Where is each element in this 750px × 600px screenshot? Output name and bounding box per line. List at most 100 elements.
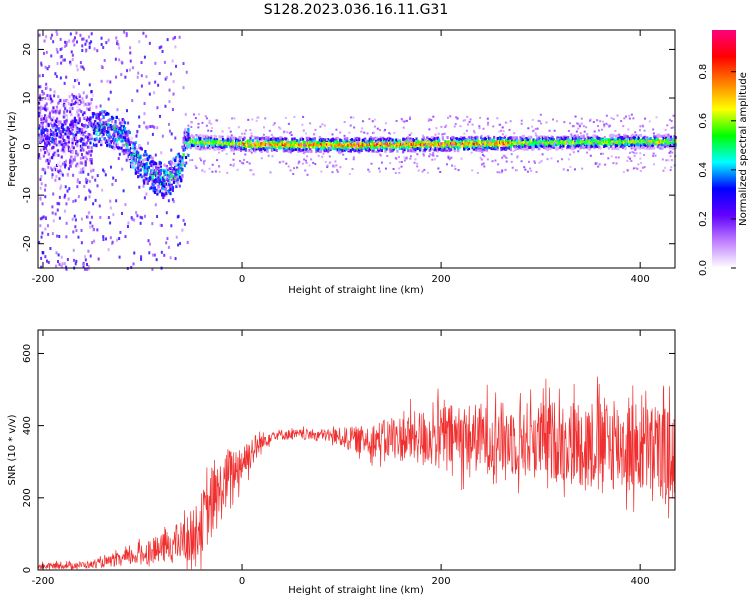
spectrogram-cell <box>473 130 476 133</box>
spectrogram-cell <box>90 32 93 36</box>
spectrogram-cell <box>403 146 406 150</box>
spectrogram-cell <box>52 145 55 149</box>
spectrogram-cell <box>667 141 670 145</box>
spectrogram-cell <box>261 142 264 146</box>
spectrogram-cell <box>410 138 413 141</box>
spectrogram-cell <box>263 148 266 152</box>
spectrogram-cell <box>71 127 74 131</box>
spectrogram-cell <box>364 137 367 141</box>
spectrogram-cell <box>353 145 356 149</box>
spectrogram-cell <box>462 142 465 146</box>
spectrogram-cell <box>551 138 554 142</box>
spectrogram-cell <box>669 150 672 153</box>
spectrogram-cell <box>414 142 417 146</box>
spectrogram-cell <box>433 140 436 144</box>
spectrogram-cell <box>328 142 331 146</box>
spectrogram-cell <box>73 131 77 135</box>
spectrogram-cell <box>49 111 52 115</box>
spectrogram-cell <box>180 179 183 183</box>
spectrogram-cell <box>112 142 115 146</box>
spectrogram-cell <box>47 97 50 101</box>
spectrogram-cell <box>88 188 91 192</box>
spectrogram-cell <box>75 113 78 117</box>
spectrogram-cell <box>40 175 43 179</box>
spectrogram-cell <box>665 133 668 137</box>
spectrogram-cell <box>667 138 670 142</box>
spectrogram-cell <box>558 145 561 149</box>
spectrogram-cell <box>63 139 66 143</box>
spectrogram-cell <box>42 128 45 132</box>
spectrogram-cell <box>80 153 83 157</box>
spectrogram-cell <box>92 112 96 116</box>
spectrogram-cell <box>250 132 253 135</box>
spectrogram-cell <box>585 145 588 149</box>
spectrogram-cell <box>508 136 511 140</box>
spectrogram-cell <box>379 138 382 142</box>
spectrogram-cell <box>41 167 44 171</box>
spectrogram-cell <box>66 131 69 135</box>
spectrogram-cell <box>74 225 77 229</box>
spectrogram-cell <box>172 157 176 161</box>
spectrogram-cell <box>268 142 271 146</box>
spectrogram-cell <box>198 147 201 151</box>
spectrogram-cell <box>166 171 170 175</box>
spectrogram-cell <box>56 208 59 212</box>
spectrogram-cell <box>376 145 379 149</box>
spectrogram-cell <box>627 128 630 131</box>
spectrogram-cell <box>101 130 104 134</box>
spectrogram-cell <box>496 146 499 150</box>
spectrogram-cell <box>53 94 56 98</box>
spectrogram-cell <box>371 140 374 144</box>
spectrogram-cell <box>48 142 51 146</box>
spectrogram-cell <box>301 148 305 152</box>
spectrogram-cell <box>343 148 346 152</box>
spectrogram-cell <box>381 140 385 144</box>
spectrogram-cell <box>650 146 653 150</box>
spectrogram-cell <box>604 140 607 144</box>
spectrogram-cell <box>516 138 520 142</box>
spectrogram-cell <box>356 136 360 140</box>
spectrogram-cell <box>77 113 80 117</box>
spectrogram-cell <box>366 140 369 144</box>
spectrogram-cell <box>344 147 348 151</box>
spectrogram-cell <box>501 147 504 151</box>
spectrogram-cell <box>674 135 677 139</box>
spectrogram-cell <box>109 165 112 169</box>
spectrogram-cell <box>55 47 58 51</box>
spectrogram-cell <box>185 161 188 165</box>
spectrogram-cell <box>593 143 596 147</box>
spectrogram-cell <box>101 112 104 116</box>
spectrogram-cell <box>39 85 42 89</box>
spectrogram-cell <box>72 124 75 128</box>
spectrogram-cell <box>661 135 664 139</box>
spectrogram-cell <box>279 142 282 146</box>
spectrogram-cell <box>41 74 44 78</box>
spectrogram-cell <box>623 144 626 148</box>
spectrogram-cell <box>63 262 66 266</box>
spectrogram-cell <box>94 123 97 127</box>
spectrogram-cell <box>71 145 74 149</box>
spectrogram-cell <box>534 139 538 143</box>
spectrogram-cell <box>219 135 222 139</box>
spectrogram-cell <box>625 142 628 146</box>
spectrogram-cell <box>124 235 127 239</box>
spectrogram-cell <box>118 255 121 259</box>
spectrogram-cell <box>638 138 641 142</box>
spectrogram-cell <box>45 102 48 106</box>
spectrogram-cell <box>625 135 628 139</box>
spectrogram-cell <box>631 135 634 139</box>
spectrogram-cell <box>354 137 357 141</box>
spectrogram-cell <box>566 142 569 145</box>
spectrogram-cell <box>230 139 233 143</box>
spectrogram-cell <box>411 145 415 149</box>
spectrogram-cell <box>108 144 111 148</box>
spectrogram-cell <box>144 163 147 167</box>
spectrogram-cell <box>122 130 126 134</box>
spectrogram-cell <box>117 156 120 160</box>
spectrogram-cell <box>307 136 311 140</box>
spectrogram-cell <box>317 146 320 150</box>
spectrogram-cell <box>52 108 55 112</box>
spectrogram-cell <box>182 150 185 154</box>
spectrogram-cell <box>73 138 77 142</box>
spectrogram-cell <box>424 145 428 149</box>
